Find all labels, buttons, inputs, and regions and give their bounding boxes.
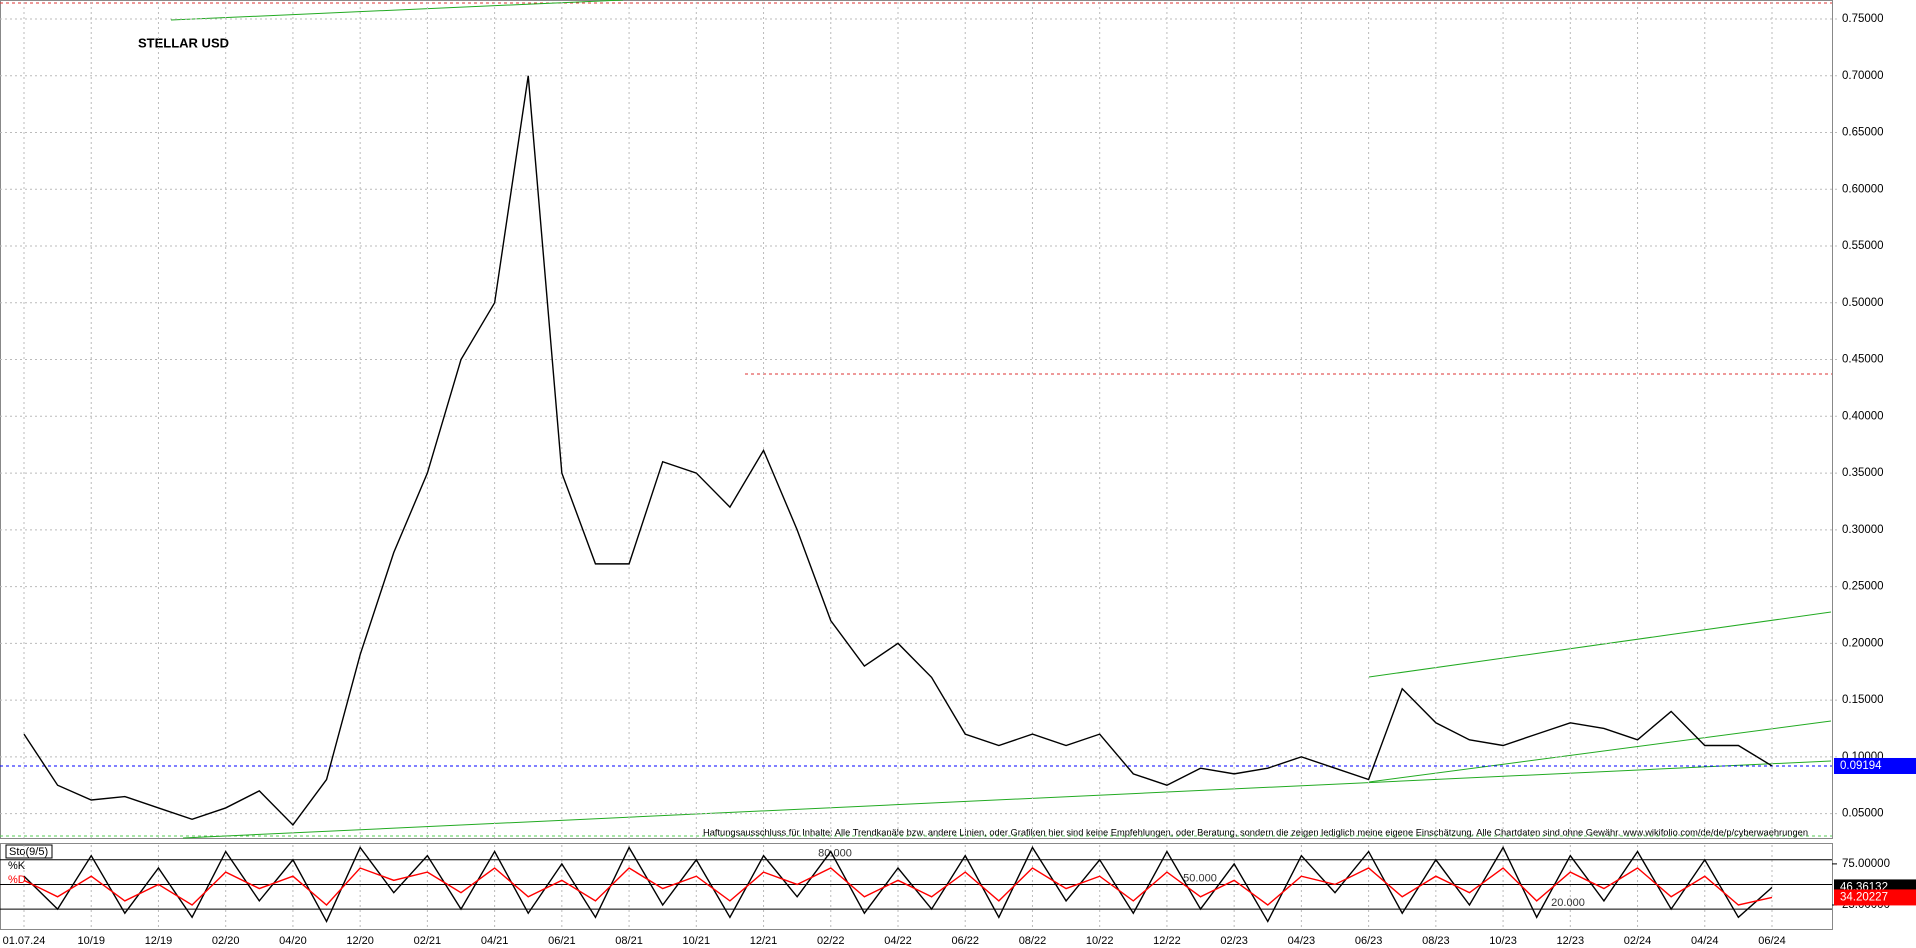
value-box: [1834, 889, 1916, 906]
x-tick-label: 08/22: [1019, 935, 1047, 947]
x-tick-label: 10/22: [1086, 935, 1114, 947]
y-tick-label: 0.35000: [1842, 467, 1884, 479]
y-tick-label: 0.75000: [1842, 13, 1884, 25]
legend-box: [5, 844, 53, 859]
x-tick-label: 06/23: [1355, 935, 1383, 947]
y-tick-label: 0.55000: [1842, 240, 1884, 252]
legend-label: %D: [8, 874, 26, 886]
x-tick-label: 02/22: [817, 935, 845, 947]
y-tick-label: 0.45000: [1842, 354, 1884, 366]
y-tick-label: 0.50000: [1842, 297, 1884, 309]
x-tick-label: 06/21: [548, 935, 576, 947]
main-frame: [0, 0, 1833, 839]
y-tick-label: 0.20000: [1842, 637, 1884, 649]
x-tick-label: 04/23: [1288, 935, 1316, 947]
y-tick-label: 0.05000: [1842, 808, 1884, 820]
level-label: 50.000: [1183, 872, 1217, 884]
x-tick-label: 06/22: [951, 935, 979, 947]
x-tick-label: 06/24: [1758, 935, 1786, 947]
x-tick-label: 12/21: [750, 935, 778, 947]
y-tick-label: 0.60000: [1842, 183, 1884, 195]
x-tick-label: 10/23: [1489, 935, 1517, 947]
x-tick-label: 04/24: [1691, 935, 1719, 947]
series-line: [23, 845, 1773, 923]
x-tick-label: 04/20: [279, 935, 307, 947]
x-tick-label: 12/23: [1557, 935, 1585, 947]
x-tick-label: 12/22: [1153, 935, 1181, 947]
y-tick-label: 0.15000: [1842, 694, 1884, 706]
x-tick-label: 02/21: [414, 935, 442, 947]
stoch-frame: [0, 843, 1833, 930]
series-line: [23, 867, 1773, 906]
y-tick-label: 0.40000: [1842, 410, 1884, 422]
x-tick-label: 02/23: [1220, 935, 1248, 947]
x-tick-label: 04/22: [884, 935, 912, 947]
x-tick-label: 08/21: [615, 935, 643, 947]
value-label: 34.20227: [1840, 891, 1888, 903]
price-label: 0.09194: [1840, 760, 1882, 772]
y-tick-label: 0.25000: [1842, 581, 1884, 593]
x-tick-label: 04/21: [481, 935, 509, 947]
y-tick-label: 0.65000: [1842, 127, 1884, 139]
x-tick-label: 08/23: [1422, 935, 1450, 947]
legend-label: %K: [8, 860, 26, 872]
x-tick-label: 10/21: [683, 935, 711, 947]
x-tick-label: 12/19: [145, 935, 173, 947]
trend-line: [1368, 720, 1832, 783]
series-line: [23, 75, 1773, 827]
y-tick-label: 75.00000: [1842, 858, 1890, 870]
y-tick-label: 0.30000: [1842, 524, 1884, 536]
disclaimer: Haftungsausschluss für Inhalte: Alle Tre…: [703, 828, 1808, 839]
price-box: [1834, 757, 1916, 774]
level-label: 20.000: [1551, 897, 1585, 909]
x-tick-label: 02/20: [212, 935, 240, 947]
x-tick-label: 12/20: [346, 935, 374, 947]
indicator-title: Sto(9/5): [9, 846, 48, 858]
x-tick-label: 01.07.24: [3, 935, 46, 947]
y-tick-label: 0.70000: [1842, 70, 1884, 82]
trend-line: [182, 760, 1832, 839]
x-tick-label: 02/24: [1624, 935, 1652, 947]
x-tick-label: 10/19: [77, 935, 105, 947]
chart-title: STELLAR USD: [138, 35, 229, 50]
trend-line: [1368, 611, 1832, 678]
trend-line: [170, 0, 624, 21]
